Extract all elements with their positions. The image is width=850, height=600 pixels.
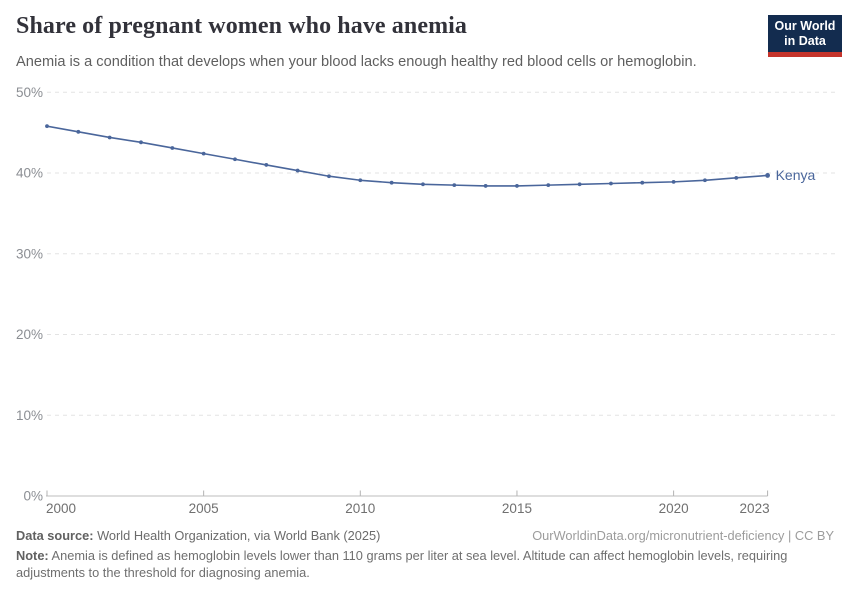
line-chart: 0% 10% 20% 30% 40% 50% 2000 2005 2010 2015 2020 202… bbox=[0, 80, 850, 530]
data-point bbox=[139, 140, 143, 145]
data-point bbox=[107, 135, 112, 140]
data-point bbox=[170, 146, 175, 150]
y-axis-tick-label: 50% bbox=[16, 85, 43, 100]
data-source-text: World Health Organization, via World Ban… bbox=[93, 528, 381, 543]
data-point bbox=[233, 157, 237, 162]
data-point bbox=[765, 173, 770, 178]
data-point bbox=[327, 174, 331, 179]
data-point bbox=[389, 180, 394, 185]
chart-footer: Data source: World Health Organization, … bbox=[16, 528, 834, 582]
data-point bbox=[546, 183, 551, 188]
owid-logo-line2: in Data bbox=[784, 33, 826, 48]
owid-url-link[interactable]: OurWorldinData.org/micronutrient-deficie… bbox=[532, 528, 834, 543]
owid-logo[interactable]: Our World in Data bbox=[768, 15, 842, 57]
x-axis-tick-label: 2023 bbox=[740, 501, 770, 516]
data-point bbox=[358, 178, 363, 183]
data-source: Data source: World Health Organization, … bbox=[16, 528, 380, 543]
data-point bbox=[201, 151, 206, 156]
data-point bbox=[734, 175, 739, 180]
entity-label-kenya: Kenya bbox=[776, 167, 816, 183]
footer-note-label: Note: bbox=[16, 548, 49, 563]
x-axis-tick-label: 2000 bbox=[46, 501, 76, 516]
chart-subtitle: Anemia is a condition that develops when… bbox=[16, 54, 697, 70]
data-point bbox=[577, 182, 582, 187]
x-axis-tick-label: 2005 bbox=[189, 501, 219, 516]
line-chart-svg: 0% 10% 20% 30% 40% 50% 2000 2005 2010 2015 2020 202… bbox=[16, 85, 838, 516]
data-point bbox=[703, 178, 707, 183]
x-axis-tick-label: 2015 bbox=[502, 501, 532, 516]
data-source-label: Data source: bbox=[16, 528, 94, 543]
y-axis-tick-label: 40% bbox=[16, 166, 43, 181]
footer-source-row: Data source: World Health Organization, … bbox=[16, 528, 834, 543]
data-point bbox=[295, 168, 300, 173]
y-axis-tick-label: 10% bbox=[16, 408, 43, 423]
data-point bbox=[45, 124, 49, 129]
x-axis-tick-label: 2020 bbox=[659, 501, 689, 516]
page-title: Share of pregnant women who have anemia bbox=[16, 13, 468, 39]
footer-note: Note: Anemia is defined as hemoglobin le… bbox=[16, 547, 834, 582]
data-point bbox=[264, 163, 269, 167]
data-point bbox=[421, 182, 425, 187]
y-axis-tick-label: 0% bbox=[23, 489, 43, 504]
data-point bbox=[671, 179, 676, 184]
data-point bbox=[640, 180, 645, 185]
data-point bbox=[515, 184, 519, 188]
data-point bbox=[76, 129, 81, 134]
owid-logo-line1: Our World bbox=[774, 19, 836, 33]
data-line-kenya bbox=[46, 125, 769, 187]
footer-note-text: Anemia is defined as hemoglobin levels l… bbox=[16, 548, 788, 581]
y-axis-tick-label: 30% bbox=[16, 246, 43, 261]
data-point bbox=[609, 181, 613, 186]
data-point bbox=[452, 183, 457, 188]
data-point bbox=[483, 184, 488, 188]
x-axis-tick-label: 2010 bbox=[345, 501, 375, 516]
y-axis-tick-label: 20% bbox=[16, 327, 43, 342]
